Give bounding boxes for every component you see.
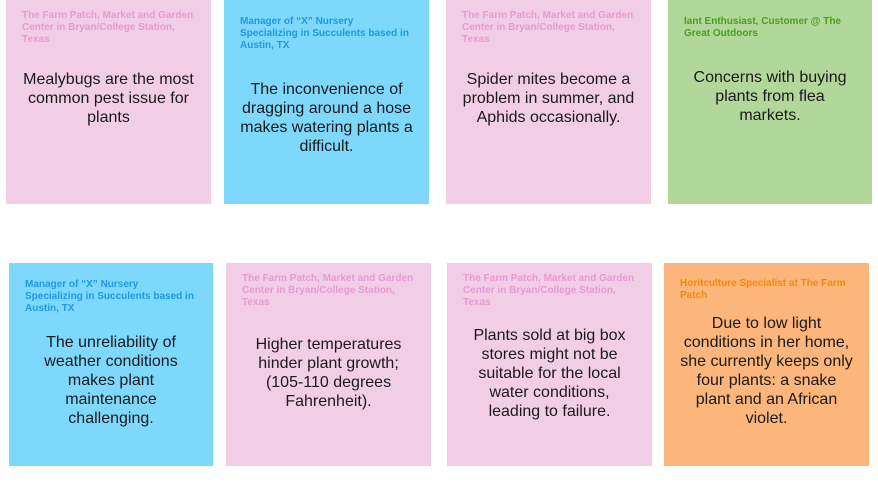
note-author: The Farm Patch, Market and Garden Center… (22, 10, 194, 45)
note-author: lant Enthusiast, Customer @ The Great Ou… (684, 16, 841, 39)
note-body: The inconvenience of dragging around a h… (240, 81, 413, 155)
note-body: Plants sold at big box stores might not … (473, 327, 626, 420)
note-body: Higher temperatures hinder plant growth;… (255, 336, 402, 410)
note-body: Mealybugs are the most common pest issue… (23, 71, 194, 126)
note-body: Concerns with buying plants from flea ma… (693, 69, 847, 124)
sticky-note[interactable]: The Farm Patch, Market and Garden Center… (6, 0, 211, 204)
sticky-note[interactable]: The Farm Patch, Market and Garden Center… (446, 0, 651, 204)
note-author: Manager of “X” Nursery Specializing in S… (25, 279, 194, 314)
note-author: Manager of “X” Nursery Specializing in S… (240, 16, 409, 51)
note-body: Due to low light conditions in her home,… (680, 315, 853, 427)
note-body: The unreliability of weather conditions … (44, 334, 178, 427)
sticky-note[interactable]: lant Enthusiast, Customer @ The Great Ou… (668, 0, 872, 204)
sticky-note[interactable]: The Farm Patch, Market and Garden Center… (447, 263, 652, 466)
sticky-note[interactable]: Manager of “X” Nursery Specializing in S… (224, 0, 429, 204)
note-author: The Farm Patch, Market and Garden Center… (242, 273, 414, 308)
note-author: Horitculture Specialist at The Farm Patc… (680, 278, 846, 301)
sticky-note[interactable]: Manager of “X” Nursery Specializing in S… (9, 263, 213, 466)
sticky-note[interactable]: Horitculture Specialist at The Farm Patc… (664, 263, 869, 466)
note-body: Spider mites become a problem in summer,… (462, 71, 635, 126)
note-author: The Farm Patch, Market and Garden Center… (463, 273, 635, 308)
note-author: The Farm Patch, Market and Garden Center… (462, 10, 634, 45)
sticky-note[interactable]: The Farm Patch, Market and Garden Center… (226, 263, 431, 466)
